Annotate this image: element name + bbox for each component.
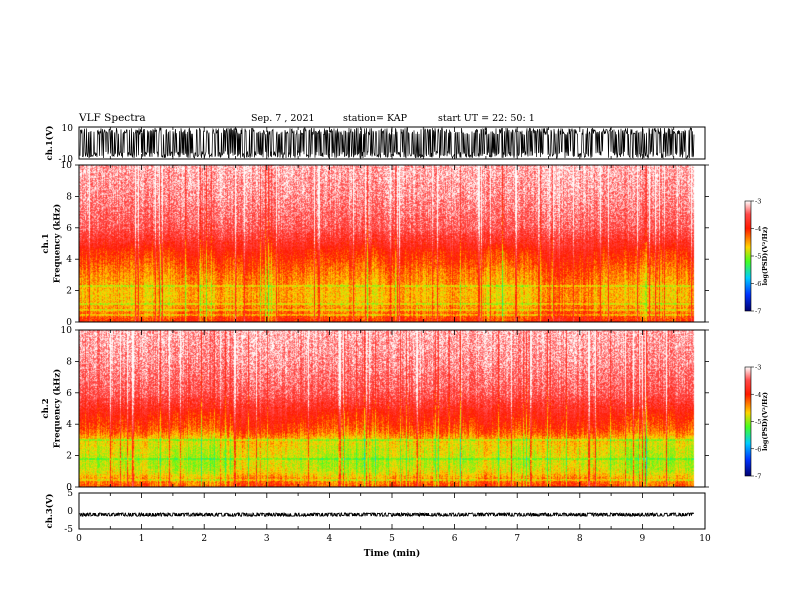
ch1-colorbar-tick-label: -6 bbox=[755, 280, 761, 288]
ch1-colorbar bbox=[744, 200, 752, 312]
ch2-colorbar bbox=[744, 366, 752, 477]
ch2-colorbar-tick-label: -5 bbox=[755, 418, 761, 426]
x-tick-label: 10 bbox=[699, 534, 711, 544]
ch2-colorbar-tick-label: -3 bbox=[755, 364, 761, 372]
ch2-colorbar-label-group: log(PSD)(V²/Hz) bbox=[761, 392, 769, 451]
ch3-ytick-label: 5 bbox=[67, 489, 73, 499]
x-tick-label: 9 bbox=[640, 534, 646, 544]
ch2-ytick-label: 0 bbox=[66, 483, 72, 493]
ch1-colorbar-label: log(PSD)(V²/Hz) bbox=[761, 227, 769, 286]
y-axis-label-group: ch.2 Frequency (kHz) bbox=[41, 369, 63, 448]
ch2-colorbar-tick-label: -4 bbox=[755, 391, 761, 399]
ch1-ytick-label: 8 bbox=[66, 192, 72, 202]
figure-title: VLF Spectra bbox=[79, 112, 146, 124]
x-tick-label: 0 bbox=[76, 534, 82, 544]
x-tick-label: 1 bbox=[139, 534, 145, 544]
y-axis-label-group: ch.1 Frequency (kHz) bbox=[41, 204, 63, 283]
ch1-ytick-bottom: -10 bbox=[59, 155, 74, 165]
header-station: station= KAP bbox=[343, 113, 407, 124]
ch1-spectrogram-image bbox=[79, 165, 705, 322]
ch1-waveform-ylabel: ch.1(V) bbox=[44, 126, 55, 161]
ch2-colorbar-tick-label: -6 bbox=[755, 445, 761, 453]
ch1-colorbar-tick-label: -3 bbox=[755, 198, 761, 206]
ch1-channel-label: ch.1 bbox=[41, 233, 51, 253]
ch1-ytick-label: 6 bbox=[66, 224, 72, 234]
ch1-waveform-trace bbox=[79, 126, 695, 160]
x-tick-label: 2 bbox=[201, 534, 207, 544]
ch1-colorbar-tick-label: -7 bbox=[755, 308, 761, 316]
ch1-colorbar-label-group: log(PSD)(V²/Hz) bbox=[761, 227, 769, 286]
x-axis-label: Time (min) bbox=[364, 548, 421, 559]
ch1-ytick-label: 0 bbox=[66, 318, 72, 328]
ch2-frequency-label: Frequency (kHz) bbox=[52, 369, 63, 448]
x-tick-label: 6 bbox=[452, 534, 458, 544]
ch2-colorbar-tick-label: -7 bbox=[755, 473, 761, 481]
ch2-spectrogram-image bbox=[79, 330, 705, 487]
ch2-channel-label: ch.2 bbox=[41, 398, 51, 418]
ch2-colorbar-label: log(PSD)(V²/Hz) bbox=[761, 392, 769, 451]
ch2-ytick-label: 4 bbox=[66, 420, 72, 430]
ch1-colorbar-tick-label: -5 bbox=[755, 253, 761, 261]
ch1-colorbar-tick-label: -4 bbox=[755, 225, 761, 233]
ch3-ytick-label: 0 bbox=[67, 507, 73, 517]
ch2-ytick-label: 2 bbox=[66, 452, 72, 462]
ch3-waveform-frame bbox=[78, 492, 706, 530]
y-axis-label-group: ch.3(V) bbox=[44, 494, 55, 529]
x-tick-label: 7 bbox=[514, 534, 520, 544]
ch3-ytick-label: -5 bbox=[64, 525, 73, 535]
ch1-frequency-label: Frequency (kHz) bbox=[52, 204, 63, 283]
y-axis-label-group: ch.1(V) bbox=[44, 126, 55, 161]
ch2-ytick-label: 6 bbox=[66, 389, 72, 399]
x-tick-label: 4 bbox=[327, 534, 333, 544]
header-date: Sep. 7 , 2021 bbox=[251, 113, 315, 124]
ch1-ytick-label: 4 bbox=[66, 255, 72, 265]
x-tick-label: 3 bbox=[264, 534, 270, 544]
header-start-ut: start UT = 22: 50: 1 bbox=[438, 113, 535, 124]
x-tick-label: 8 bbox=[577, 534, 583, 544]
ch3-waveform-trace bbox=[79, 511, 695, 518]
ch1-ytick-label: 10 bbox=[61, 161, 73, 171]
ch2-ytick-label: 8 bbox=[66, 357, 72, 367]
x-tick-label: 5 bbox=[389, 534, 395, 544]
ch3-waveform-ylabel: ch.3(V) bbox=[44, 494, 55, 529]
ch1-ytick-label: 2 bbox=[66, 287, 72, 297]
ch1-ytick-top: 10 bbox=[62, 124, 74, 134]
ch2-ytick-label: 10 bbox=[61, 326, 73, 336]
